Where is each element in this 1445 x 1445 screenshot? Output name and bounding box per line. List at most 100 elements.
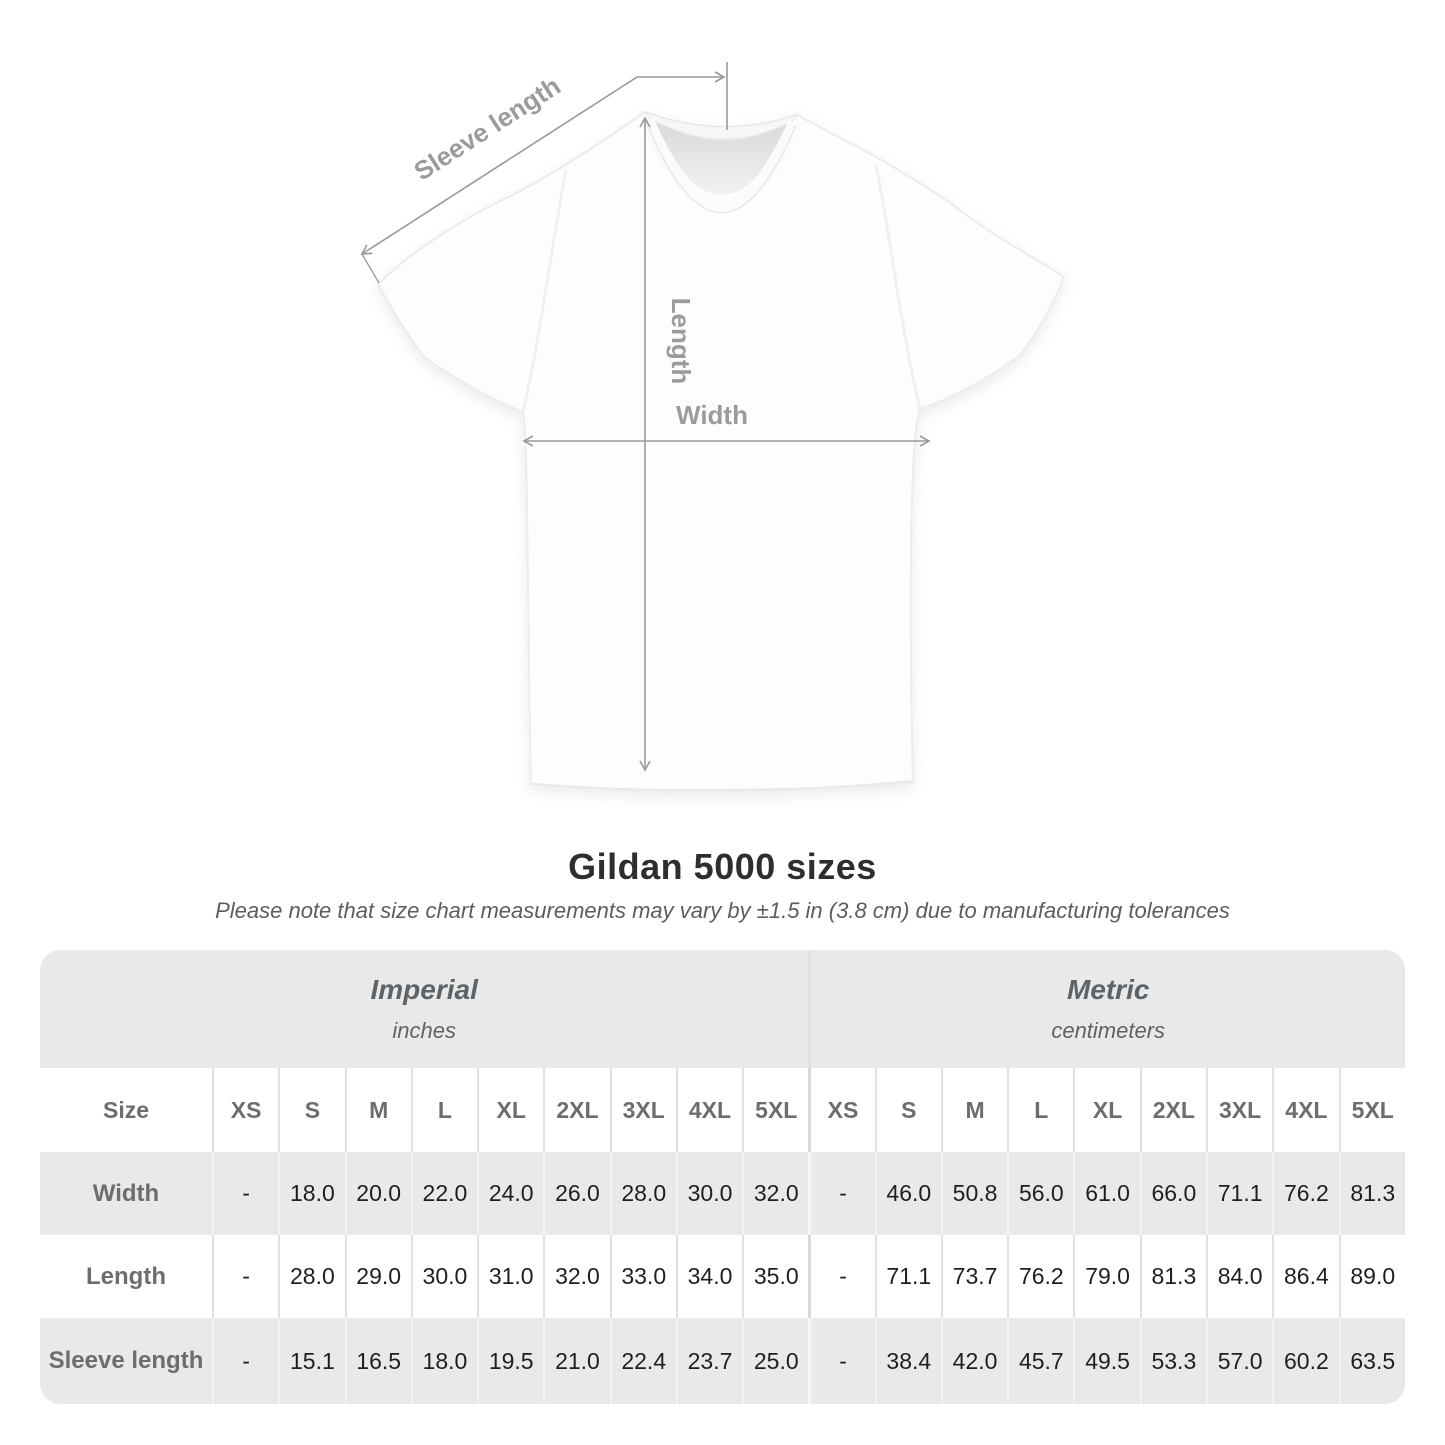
value-cell: 71.1: [874, 1235, 941, 1318]
value-cell: 49.5: [1073, 1318, 1140, 1404]
collar-opening: [649, 118, 793, 195]
unit-group-sublabel: inches: [392, 1018, 456, 1043]
value-cell: 30.0: [410, 1235, 478, 1318]
table-row: Width -18.0 20.0 22.0 24.0 26.0 28.0 30.0 32.0-4…: [40, 1152, 1405, 1235]
size-header-cell: S: [874, 1068, 941, 1152]
value-cell: 73.7: [940, 1235, 1008, 1318]
size-header-cell: 5XL: [742, 1068, 809, 1152]
value-cell: 18.0: [410, 1318, 478, 1404]
size-header-cell: M: [344, 1068, 411, 1152]
left-sleeve-seam: [521, 169, 568, 413]
page-title: Gildan 5000 sizes: [568, 846, 877, 887]
size-header-cell: 4XL: [1272, 1068, 1339, 1152]
size-header-cell: XL: [1073, 1068, 1140, 1152]
size-header-cell: 2XL: [543, 1068, 610, 1152]
sleeve-length-label: Sleeve length: [409, 70, 566, 186]
value-cell: 16.5: [344, 1318, 411, 1404]
size-header-cell: 4XL: [675, 1068, 743, 1152]
size-header-row: Size XS S M L XL 2XL 3XL 4XL 5XL XS S M L XL 2XL 3XL 4XL 5…: [40, 1068, 1405, 1152]
size-header-cell: M: [940, 1068, 1008, 1152]
value-cell: 89.0: [1338, 1235, 1405, 1318]
value-cell: 34.0: [675, 1235, 743, 1318]
value-cell: 61.0: [1073, 1152, 1140, 1235]
tshirt-illustration: [376, 110, 1066, 792]
collar-front-seam: [645, 121, 797, 214]
table-row: Sleeve length -15.1 16.5 18.0 19.5 21.0 22.4 23…: [40, 1318, 1405, 1404]
value-cell: 46.0: [874, 1152, 941, 1235]
value-cell: 21.0: [543, 1318, 610, 1404]
size-header-cell: XS: [212, 1068, 279, 1152]
size-column-header: Size: [40, 1068, 212, 1152]
value-cell: 32.0: [543, 1235, 610, 1318]
size-table-body: Imperial inches Metric centimeters Size XS S M L…: [40, 950, 1405, 1404]
collar-front-band: [640, 117, 802, 213]
value-cell: 29.0: [344, 1235, 411, 1318]
value-cell: 18.0: [278, 1152, 345, 1235]
value-cell: -: [808, 1235, 875, 1318]
value-cell: 45.7: [1007, 1318, 1074, 1404]
value-cell: 84.0: [1205, 1235, 1273, 1318]
value-cell: 63.5: [1338, 1318, 1405, 1404]
sleeve-length-arrow: [360, 76, 638, 255]
width-label: Width: [676, 400, 748, 430]
unit-header-row: Imperial inches Metric centimeters: [40, 950, 1405, 1068]
page-subtitle: Please note that size chart measurements…: [215, 898, 1230, 923]
size-header-cell: 3XL: [609, 1068, 676, 1152]
value-cell: 42.0: [940, 1318, 1008, 1404]
value-cell: 81.3: [1338, 1152, 1405, 1235]
length-label: Length: [666, 298, 696, 385]
dimension-lines: [360, 62, 931, 772]
value-cell: 57.0: [1205, 1318, 1273, 1404]
value-cell: 71.1: [1205, 1152, 1273, 1235]
value-cell: 35.0: [742, 1235, 809, 1318]
value-cell: -: [212, 1152, 279, 1235]
value-cell: -: [212, 1235, 279, 1318]
collar-back-band: [643, 111, 799, 140]
value-cell: 28.0: [278, 1235, 345, 1318]
value-cell: 15.1: [278, 1318, 345, 1404]
value-cell: -: [808, 1318, 875, 1404]
unit-group-label: Imperial: [370, 974, 478, 1005]
value-cell: 20.0: [344, 1152, 411, 1235]
value-cell: 30.0: [675, 1152, 743, 1235]
value-cell: 23.7: [675, 1318, 743, 1404]
tshirt-measurement-diagram: Sleeve length Length Width: [360, 62, 1066, 792]
table-row: Length -28.0 29.0 30.0 31.0 32.0 33.0 34.0 35.0-…: [40, 1235, 1405, 1318]
value-cell: 53.3: [1139, 1318, 1206, 1404]
value-cell: 31.0: [477, 1235, 544, 1318]
value-cell: 86.4: [1272, 1235, 1339, 1318]
value-cell: 32.0: [742, 1152, 809, 1235]
value-cell: 76.2: [1007, 1235, 1074, 1318]
value-cell: 22.4: [609, 1318, 676, 1404]
value-cell: 24.0: [477, 1152, 544, 1235]
value-cell: 79.0: [1073, 1235, 1140, 1318]
value-cell: -: [212, 1318, 279, 1404]
value-cell: 50.8: [940, 1152, 1008, 1235]
row-label: Width: [40, 1152, 212, 1235]
value-cell: 56.0: [1007, 1152, 1074, 1235]
size-header-cell: 2XL: [1139, 1068, 1206, 1152]
size-header-cell: S: [278, 1068, 345, 1152]
unit-group-sublabel: centimeters: [1051, 1018, 1166, 1043]
value-cell: 22.0: [410, 1152, 478, 1235]
size-header-cell: L: [1007, 1068, 1074, 1152]
size-chart-container: Imperial inches Metric centimeters Size XS S M L…: [40, 950, 1405, 1404]
value-cell: 28.0: [609, 1152, 676, 1235]
value-cell: 33.0: [609, 1235, 676, 1318]
unit-group-cell: Imperial inches: [40, 950, 809, 1068]
row-label: Sleeve length: [40, 1318, 212, 1404]
value-cell: 25.0: [742, 1318, 809, 1404]
value-cell: 60.2: [1272, 1318, 1339, 1404]
right-sleeve-seam: [874, 164, 922, 410]
size-header-cell: 5XL: [1338, 1068, 1405, 1152]
sleeve-witness-line: [361, 253, 380, 284]
value-cell: -: [808, 1152, 875, 1235]
value-cell: 81.3: [1139, 1235, 1206, 1318]
value-cell: 76.2: [1272, 1152, 1339, 1235]
size-header-cell: XL: [477, 1068, 544, 1152]
unit-group-cell: Metric centimeters: [808, 950, 1405, 1068]
value-cell: 19.5: [477, 1318, 544, 1404]
size-table: Imperial inches Metric centimeters Size XS S M L…: [40, 950, 1405, 1404]
row-label: Length: [40, 1235, 212, 1318]
value-cell: 38.4: [874, 1318, 941, 1404]
